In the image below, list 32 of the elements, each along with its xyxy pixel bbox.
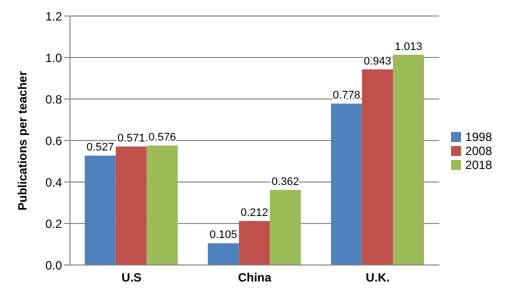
- y-tick-label: 0.6: [45, 134, 62, 148]
- x-tick-label: China: [238, 270, 272, 285]
- data-label: 0.105: [210, 229, 238, 242]
- data-label: 0.778: [332, 90, 360, 102]
- data-label: 1.013: [394, 40, 422, 53]
- data-label: 0.212: [240, 207, 268, 220]
- legend-label: 2018: [465, 158, 492, 172]
- y-axis-title: Publications per teacher: [15, 70, 30, 210]
- data-label: 0.571: [118, 132, 146, 145]
- bar: [116, 146, 147, 265]
- data-label: 0.943: [364, 55, 392, 68]
- y-tick-label: 0.2: [45, 216, 62, 231]
- data-label: 0.362: [272, 176, 300, 188]
- y-tick-label: 0.0: [45, 258, 62, 272]
- data-label: 0.576: [148, 131, 176, 144]
- bar: [362, 69, 393, 265]
- data-label: 0.527: [86, 142, 114, 154]
- x-tick-label: U.S: [122, 270, 142, 285]
- bar: [392, 54, 424, 265]
- bar: [330, 104, 362, 265]
- bar: [238, 221, 270, 265]
- legend-label: 1998: [465, 130, 492, 144]
- y-tick-label: 0.8: [45, 92, 62, 106]
- bar: [146, 145, 178, 265]
- legend-label: 2008: [465, 144, 492, 158]
- y-tick-label: 1.0: [45, 50, 62, 65]
- x-tick-label: U.K.: [366, 270, 390, 285]
- y-tick-label: 0.4: [45, 175, 62, 190]
- bar: [208, 243, 239, 265]
- bar: [84, 156, 116, 265]
- y-tick-label: 1.2: [45, 9, 62, 24]
- bar: [270, 190, 301, 265]
